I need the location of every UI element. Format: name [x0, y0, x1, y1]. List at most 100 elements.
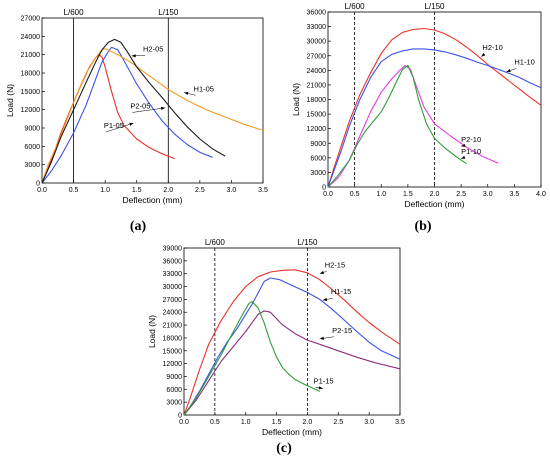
y-tick-label-b: 36000	[307, 10, 327, 17]
x-tick-label-a: 3.0	[227, 187, 237, 194]
y-tick-label-c: 9000	[166, 374, 182, 381]
series-line-H1-10	[327, 48, 542, 188]
y-tick-label-c: 0	[178, 413, 182, 420]
x-tick-label-a: 2.5	[195, 187, 205, 194]
series-label-P1-15: P1-15	[314, 376, 334, 385]
x-axis-label-c: Deflection (mm)	[262, 427, 322, 437]
series-label-H1-15: H1-15	[331, 287, 351, 296]
y-axis-label-c: Load (N)	[147, 315, 157, 348]
series-label-H1-05: H1-05	[194, 84, 214, 93]
series-label-P2-15: P2-15	[332, 326, 352, 335]
x-tick-label-c: 3.5	[395, 419, 405, 426]
y-tick-label-b: 15000	[307, 112, 327, 119]
y-tick-label-a: 12000	[21, 107, 41, 114]
x-tick-label-b: 2.5	[456, 191, 466, 198]
x-tick-label-c: 1.0	[241, 419, 251, 426]
y-tick-label-c: 30000	[163, 284, 183, 291]
x-tick-label-c: 2.0	[303, 419, 313, 426]
panel-label-c: (c)	[276, 441, 292, 456]
series-label-H2-05: H2-05	[143, 45, 163, 54]
y-tick-label-b: 12000	[307, 126, 327, 133]
series-label-arrowhead-P2-15	[319, 336, 324, 340]
y-tick-label-b: 27000	[307, 53, 327, 60]
y-axis-label-a: Load (N)	[5, 84, 15, 117]
series-label-H1-10: H1-10	[514, 58, 534, 67]
series-label-arrowhead-P2-05	[160, 106, 166, 110]
plot-frame-a	[41, 17, 264, 184]
x-tick-label-c: 3.0	[364, 419, 374, 426]
series-label-P1-05: P1-05	[104, 121, 124, 130]
series-line-P2-15	[183, 310, 401, 416]
series-label-P2-05: P2-05	[130, 101, 150, 110]
y-tick-label-c: 3000	[166, 400, 182, 407]
x-tick-label-a: 1.5	[132, 187, 142, 194]
panel-label-a: (a)	[130, 219, 147, 234]
x-tick-label-a: 0.5	[69, 187, 79, 194]
reference-line-label-c: L/600	[205, 238, 226, 247]
chart-panel-c: 0.0 0.5 1.0 1.5 2.0 2.5 3.0 3.5 0 3000 6000 9000 120…	[147, 238, 405, 456]
y-tick-label-b: 9000	[310, 141, 326, 148]
x-tick-label-b: 3.5	[510, 191, 520, 198]
chart-panel-b: 0.0 0.5 1.0 1.5 2.0 2.5 3.0 3.5 4.0 0 3000 6000 9000…	[291, 2, 546, 234]
series-line-P1-10	[327, 64, 467, 188]
series-line-H2-15	[183, 269, 401, 416]
reference-line-label-a: L/150	[158, 8, 179, 17]
y-tick-label-c: 33000	[163, 271, 183, 278]
y-tick-label-c: 6000	[166, 387, 182, 394]
series-label-arrowhead-H1-05	[184, 91, 189, 96]
series-label-arrowhead-H1-15	[322, 297, 328, 302]
y-tick-label-c: 15000	[163, 348, 183, 355]
x-tick-label-b: 4.0	[536, 191, 546, 198]
y-tick-label-b: 18000	[307, 97, 327, 104]
y-tick-label-b: 6000	[310, 155, 326, 162]
y-axis-label-b: Load (N)	[291, 83, 301, 116]
x-tick-label-b: 0.5	[350, 191, 360, 198]
y-tick-label-b: 21000	[307, 82, 327, 89]
x-tick-label-a: 1.0	[100, 187, 110, 194]
y-tick-label-a: 18000	[21, 71, 41, 78]
series-label-arrow-P1-05	[105, 122, 134, 133]
y-tick-label-a: 24000	[21, 34, 41, 41]
y-tick-label-a: 6000	[24, 144, 40, 151]
y-tick-label-a: 9000	[24, 126, 40, 133]
y-tick-label-c: 39000	[163, 246, 183, 253]
panel-label-b: (b)	[414, 219, 431, 234]
series-label-arrowhead-P1-10	[461, 155, 466, 159]
reference-line-label-a: L/600	[64, 8, 85, 17]
reference-line-label-c: L/150	[297, 238, 318, 247]
series-label-arrowhead-P2-10	[461, 143, 466, 148]
y-tick-label-c: 24000	[163, 310, 183, 317]
series-label-arrow-P2-05	[132, 107, 166, 113]
x-tick-label-a: 3.5	[258, 187, 268, 194]
y-tick-label-c: 21000	[163, 323, 183, 330]
y-tick-label-a: 3000	[24, 162, 40, 169]
series-label-arrowhead-H1-10	[506, 69, 511, 73]
reference-line-label-b: L/600	[345, 2, 366, 11]
series-label-arrowhead-H2-05	[131, 54, 136, 58]
y-tick-label-a: 0	[36, 181, 40, 188]
y-tick-label-c: 18000	[163, 335, 183, 342]
series-label-arrowhead-H2-15	[319, 270, 325, 274]
y-tick-label-b: 24000	[307, 68, 327, 75]
plot-frame-c	[183, 247, 401, 416]
series-line-H1-05	[41, 48, 264, 184]
series-line-H2-05	[41, 38, 226, 184]
x-tick-label-a: 2.0	[163, 187, 173, 194]
series-label-H2-15: H2-15	[325, 260, 345, 269]
x-tick-label-a: 0.0	[37, 187, 47, 194]
y-tick-label-c: 12000	[163, 361, 183, 368]
series-line-H2-10	[327, 27, 542, 188]
series-line-P1-15	[183, 300, 321, 416]
chart-panel-a: 0.0 0.5 1.0 1.5 2.0 2.5 3.0 3.5 0 3000 6000 9000 120…	[5, 8, 268, 234]
y-tick-label-a: 15000	[21, 89, 41, 96]
y-tick-label-b: 30000	[307, 39, 327, 46]
x-tick-label-b: 2.0	[430, 191, 440, 198]
reference-line-label-b: L/150	[424, 2, 445, 11]
series-label-H2-10: H2-10	[482, 43, 502, 52]
y-tick-label-c: 27000	[163, 297, 183, 304]
series-label-P1-10: P1-10	[461, 147, 481, 156]
x-tick-label-c: 2.5	[333, 419, 343, 426]
series-line-P1-05	[41, 54, 175, 184]
series-label-P2-10: P2-10	[461, 135, 481, 144]
